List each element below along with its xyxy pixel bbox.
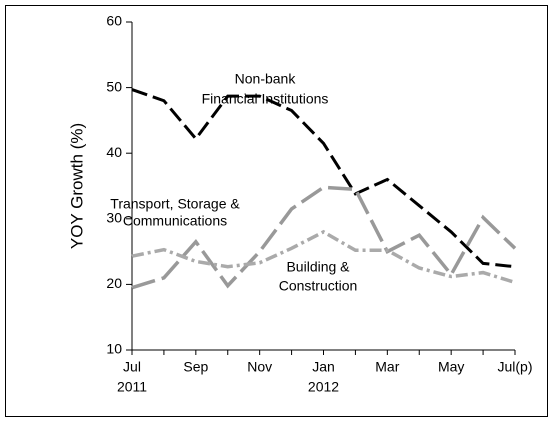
y-tick-label: 30 xyxy=(106,210,122,226)
y-tick-label: 60 xyxy=(106,13,122,29)
x-tick-label: Jan xyxy=(312,359,335,375)
x-tick-label: May xyxy=(438,359,464,375)
annotation: Communications xyxy=(123,213,227,229)
y-tick-label: 10 xyxy=(106,341,122,357)
annotation: Financial Institutions xyxy=(202,91,329,107)
annotation: Transport, Storage & xyxy=(110,196,240,212)
y-tick-label: 40 xyxy=(106,144,122,160)
annotation: Building & xyxy=(286,259,350,275)
year-label: 2012 xyxy=(308,379,339,395)
frame xyxy=(5,5,548,417)
annotation: Non-bank xyxy=(235,71,297,87)
x-tick-label: Nov xyxy=(247,359,272,375)
series-line xyxy=(131,185,517,290)
y-axis-label: YOY Growth (%) xyxy=(67,123,86,249)
series-line xyxy=(131,229,516,285)
x-tick-label: Jul(p) xyxy=(497,359,532,375)
x-tick-label: Jul xyxy=(123,359,141,375)
x-tick-label: Sep xyxy=(183,359,208,375)
annotation: Construction xyxy=(279,278,358,294)
y-tick-label: 50 xyxy=(106,78,122,94)
series-line xyxy=(131,88,516,269)
year-label: 2011 xyxy=(117,379,147,395)
y-tick-label: 20 xyxy=(106,275,122,291)
x-tick-label: Mar xyxy=(375,359,399,375)
